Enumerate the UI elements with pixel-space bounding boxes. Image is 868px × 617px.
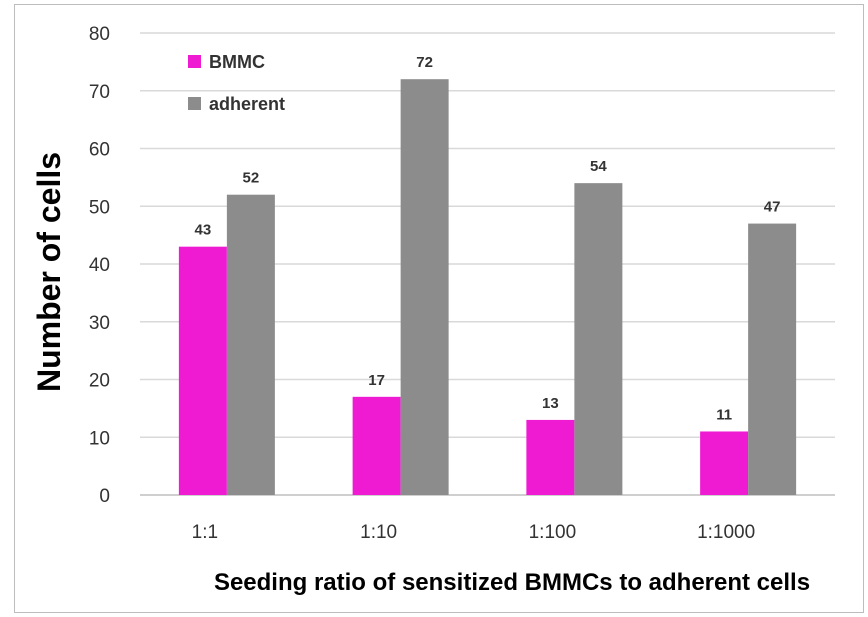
chart-frame: 0 10 20 30 40 50 60 70 80 43 52 17 72 13 54 11 47 1:1 1:…: [14, 4, 864, 613]
x-axis-ticks: 1:1 1:10 1:100 1:1000: [192, 522, 756, 543]
x-tick-label: 1:1000: [697, 522, 755, 543]
y-tick-label: 20: [89, 371, 110, 392]
bar-adherent-3: [748, 223, 797, 495]
data-label: 52: [243, 170, 260, 187]
data-label: 54: [590, 158, 607, 175]
y-tick-label: 50: [89, 197, 110, 218]
y-axis-ticks: 0 10 20 30 40 50 60 70 80: [89, 24, 110, 507]
y-tick-label: 80: [89, 24, 110, 45]
bar-adherent-0: [226, 194, 275, 495]
bar-adherent-1: [400, 79, 449, 495]
bar-adherent-2: [574, 183, 623, 495]
bar-bmmc-2: [526, 419, 575, 495]
legend-label-adherent: adherent: [209, 94, 285, 114]
y-axis-title: Number of cells: [31, 152, 67, 392]
bar-bmmc-0: [178, 246, 227, 495]
data-labels: 43 52 17 72 13 54 11 47: [195, 54, 781, 423]
legend-swatch-adherent: [188, 97, 201, 110]
data-label: 43: [195, 222, 212, 239]
data-label: 72: [416, 54, 433, 71]
bars: [178, 79, 797, 495]
y-tick-label: 60: [89, 140, 110, 161]
x-tick-label: 1:1: [192, 522, 218, 543]
x-tick-label: 1:10: [360, 522, 397, 543]
data-label: 17: [368, 372, 385, 389]
data-label: 47: [764, 199, 781, 216]
legend-label-bmmc: BMMC: [209, 52, 265, 72]
bar-bmmc-3: [700, 431, 749, 495]
bar-bmmc-1: [352, 396, 401, 495]
legend-swatch-bmmc: [188, 55, 201, 68]
data-label: 13: [542, 395, 559, 412]
x-axis-title: Seeding ratio of sensitized BMMCs to adh…: [214, 569, 810, 596]
y-tick-label: 10: [89, 428, 110, 449]
legend: BMMC adherent: [188, 52, 285, 114]
y-tick-label: 0: [99, 486, 110, 507]
data-label: 11: [716, 406, 732, 423]
y-tick-label: 40: [89, 255, 110, 276]
y-tick-label: 70: [89, 82, 110, 103]
x-tick-label: 1:100: [529, 522, 577, 543]
y-tick-label: 30: [89, 313, 110, 334]
